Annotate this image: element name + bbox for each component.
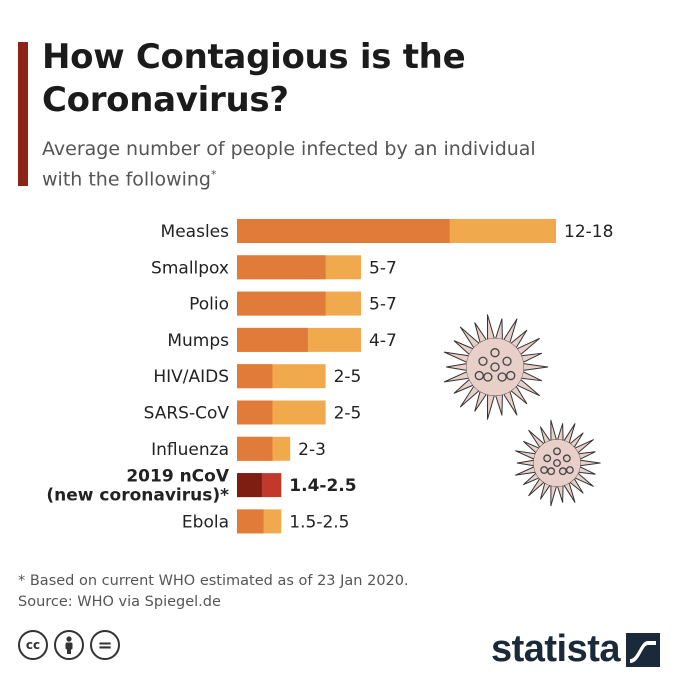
statista-mark-icon bbox=[626, 632, 660, 667]
bar-low bbox=[237, 219, 450, 243]
subtitle-text: Average number of people infected by an … bbox=[42, 138, 536, 191]
license-icons: cc = bbox=[18, 630, 120, 660]
statista-logo[interactable]: statista bbox=[491, 628, 660, 671]
category-label: Polio bbox=[189, 295, 229, 315]
footnote-note: * Based on current WHO estimated as of 2… bbox=[18, 573, 409, 589]
category-label: Ebola bbox=[182, 512, 229, 532]
bar-low bbox=[237, 436, 273, 461]
title-accent-bar bbox=[18, 42, 28, 186]
category-label: 2019 nCoV bbox=[126, 467, 229, 487]
value-label: 1.5-2.5 bbox=[289, 512, 349, 532]
category-label: (new coronavirus)* bbox=[46, 486, 229, 506]
value-label: 1.4-2.5 bbox=[289, 476, 356, 496]
category-label: Measles bbox=[161, 222, 230, 242]
value-label: 5-7 bbox=[369, 258, 397, 278]
category-label: Influenza bbox=[151, 440, 229, 460]
footnote: * Based on current WHO estimated as of 2… bbox=[18, 571, 409, 613]
bar-low bbox=[237, 509, 264, 534]
virus-icon bbox=[515, 419, 601, 507]
value-label: 2-5 bbox=[334, 367, 362, 387]
brand-name: statista bbox=[490, 628, 621, 670]
by-icon[interactable] bbox=[54, 630, 84, 660]
footnote-source: Source: WHO via Spiegel.de bbox=[18, 594, 221, 610]
chart-subtitle: Average number of people infected by an … bbox=[42, 136, 562, 192]
value-label: 5-7 bbox=[369, 295, 397, 315]
virus-icon bbox=[443, 314, 549, 420]
category-label: Mumps bbox=[167, 331, 229, 351]
value-label: 2-3 bbox=[298, 440, 326, 460]
category-label: Smallpox bbox=[151, 258, 229, 278]
bar-low bbox=[237, 364, 273, 389]
cc-icon[interactable]: cc bbox=[18, 630, 48, 660]
bar-low bbox=[237, 291, 326, 316]
category-label: SARS-CoV bbox=[144, 404, 230, 424]
bar-low bbox=[237, 400, 273, 425]
subtitle-footnote-mark: * bbox=[211, 168, 217, 181]
bar-low bbox=[237, 327, 308, 352]
value-label: 2-5 bbox=[334, 404, 362, 424]
chart-title: How Contagious is the Coronavirus? bbox=[42, 37, 466, 120]
value-label: 12-18 bbox=[564, 222, 613, 242]
bar-chart: Measles 12-18 Smallpox 5-7 Polio 5-7 Mumps 4-7 H… bbox=[46, 219, 613, 534]
bar-low bbox=[237, 473, 262, 498]
value-label: 4-7 bbox=[369, 331, 397, 351]
bar-low bbox=[237, 255, 326, 280]
category-label: HIV/AIDS bbox=[153, 367, 229, 387]
nd-icon[interactable]: = bbox=[90, 630, 120, 660]
